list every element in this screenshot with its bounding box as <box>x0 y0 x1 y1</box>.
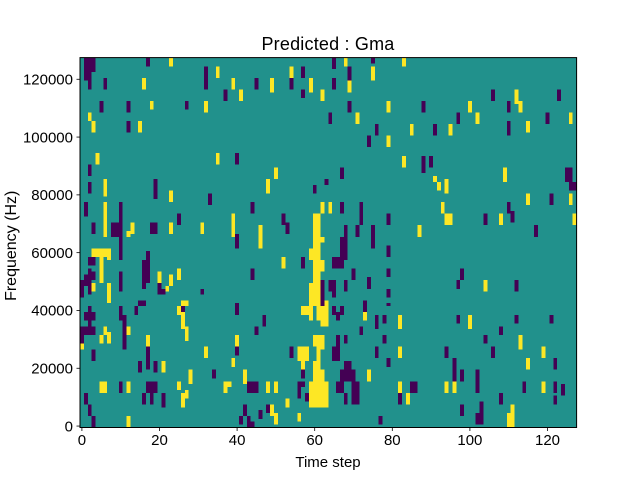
svg-text:Time step: Time step <box>295 454 360 471</box>
svg-text:Predicted : Gma: Predicted : Gma <box>261 34 395 54</box>
svg-text:0: 0 <box>78 432 86 449</box>
svg-text:60000: 60000 <box>31 245 73 262</box>
svg-text:0: 0 <box>65 418 73 435</box>
svg-text:Frequency (Hz): Frequency (Hz) <box>3 191 20 301</box>
svg-text:40: 40 <box>229 432 246 449</box>
svg-text:20: 20 <box>151 432 168 449</box>
svg-text:100: 100 <box>457 432 482 449</box>
svg-text:80000: 80000 <box>31 187 73 204</box>
svg-text:120000: 120000 <box>23 71 73 88</box>
svg-text:20000: 20000 <box>31 360 73 377</box>
svg-text:120: 120 <box>535 432 560 449</box>
svg-text:100000: 100000 <box>23 129 73 146</box>
svg-text:40000: 40000 <box>31 303 73 320</box>
svg-text:60: 60 <box>306 432 323 449</box>
svg-text:80: 80 <box>384 432 401 449</box>
